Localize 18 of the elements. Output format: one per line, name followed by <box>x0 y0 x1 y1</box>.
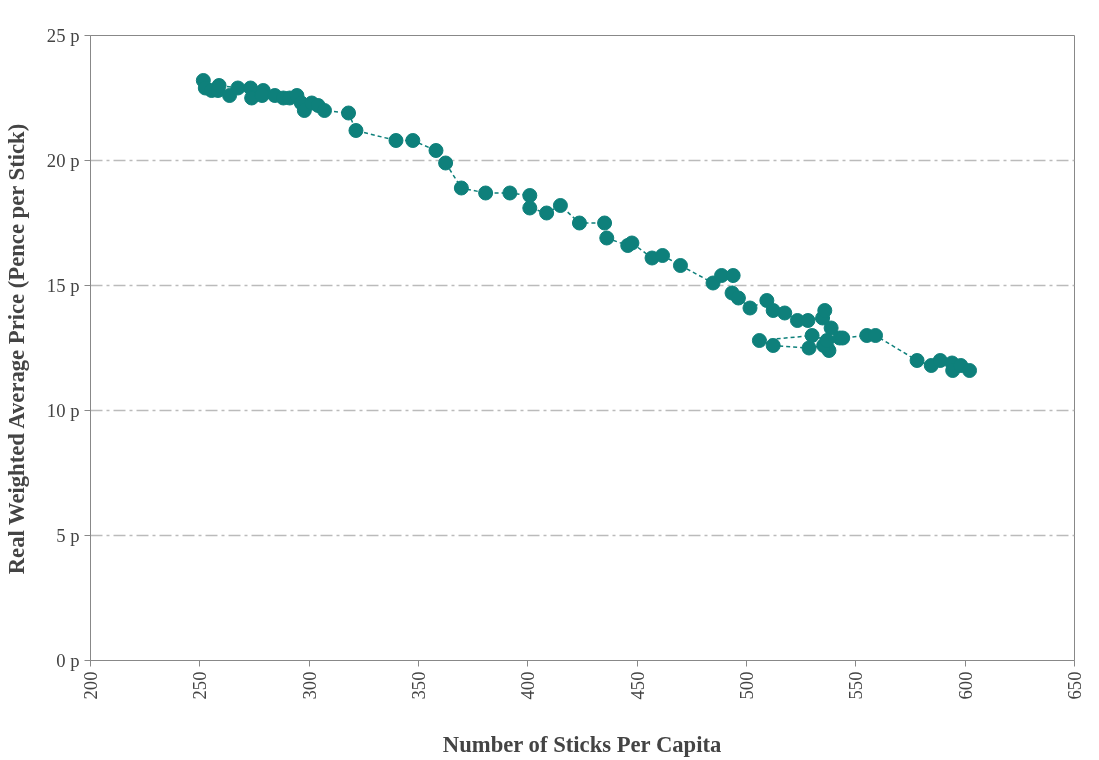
y-tick-label: 15 p <box>46 275 80 296</box>
x-tick-label: 350 <box>408 671 429 700</box>
y-tick-label: 20 p <box>46 150 80 171</box>
x-tick-label: 450 <box>626 671 648 700</box>
y-tick-label: 25 p <box>46 25 80 46</box>
x-tick-label: 200 <box>80 671 101 700</box>
y-tick-label: 5 p <box>56 525 80 546</box>
x-tick-label: 400 <box>517 671 539 700</box>
y-axis-title: Real Weighted Average Price (Pence per Stick) <box>3 123 29 575</box>
x-axis-title: Number of Sticks Per Capita <box>442 732 722 758</box>
x-tick-label: 650 <box>1064 671 1085 700</box>
x-tick-label: 300 <box>298 671 320 700</box>
x-tick-label: 250 <box>189 671 211 700</box>
y-tick-label: 0 p <box>56 650 80 671</box>
y-tick-label: 10 p <box>46 400 80 421</box>
x-tick-label: 500 <box>736 671 757 700</box>
x-tick-label: 600 <box>954 671 976 700</box>
x-tick-label: 550 <box>845 671 867 700</box>
